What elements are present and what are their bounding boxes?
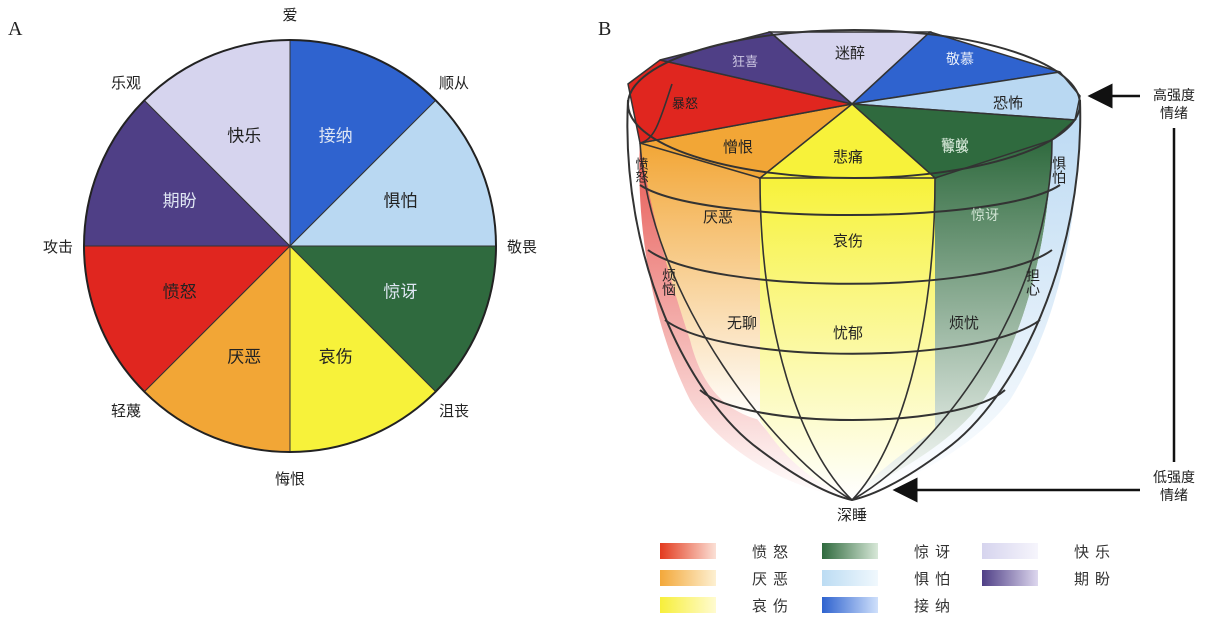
wheel-outer-label: 顺从 (439, 74, 469, 92)
legend-label: 惧怕 (914, 569, 957, 588)
cone-ring2-label-2: 哀伤 (833, 232, 863, 250)
cone-ring3-label-3: 忧郁 (833, 324, 863, 342)
cone-ring3-label-4: 烦忧 (949, 314, 979, 332)
wheel-sector-label: 愤怒 (163, 283, 197, 303)
legend-label: 快乐 (1074, 542, 1117, 561)
cone-ring3-label-2: 无聊 (727, 314, 757, 332)
legend-item: 惧怕 (822, 567, 956, 589)
wheel-sector-label: 厌恶 (227, 347, 261, 367)
legend-item: 期盼 (982, 567, 1116, 589)
cone-top-label-3: 恐怖 (993, 94, 1023, 112)
legend-label: 愤怒 (752, 542, 795, 561)
legend-item: 惊讶 (822, 540, 956, 562)
wheel-sector-label: 快乐 (227, 127, 261, 147)
low-intensity-label-2: 情绪 (1160, 488, 1188, 504)
emotion-cone: 迷醉 敬慕 恐怖 警觉 暴怒 狂喜 憎恨 悲痛 惊骇 惧怕 愤怒 厌恶 哀伤 惊… (626, 29, 1082, 524)
wheel-sector-label: 接纳 (319, 127, 353, 147)
legend-item: 哀伤 (660, 594, 794, 616)
wheel-sector-label: 惊讶 (383, 283, 417, 303)
cone-ring1-label-2: 悲痛 (833, 148, 863, 166)
cone-ring1-label-3: 惊骇 (942, 140, 968, 156)
high-intensity-label-1: 高强度 (1153, 87, 1195, 104)
legend-label: 惊讶 (914, 542, 957, 561)
legend-label: 厌恶 (752, 569, 795, 588)
wheel-outline (83, 39, 497, 453)
cone-ring3-label-5: 担心 (1024, 268, 1040, 296)
cone-top-label-6: 狂喜 (732, 55, 758, 70)
low-intensity-label-1: 低强度 (1153, 470, 1195, 486)
legend-label: 期盼 (1074, 569, 1117, 588)
wheel-outer-label: 敬畏 (507, 238, 537, 256)
cone-ring2-label-1: 厌恶 (703, 208, 733, 226)
wheel-sector-label: 期盼 (163, 191, 197, 211)
panel-b-letter: B (598, 18, 612, 40)
cone-ring1-label-1: 憎恨 (723, 138, 753, 156)
cone-top-label-4: 警觉 (941, 138, 969, 154)
wheel-outer-label: 沮丧 (439, 402, 469, 420)
cone-ring3-label-1: 烦恼 (660, 268, 676, 296)
high-intensity-label-2: 情绪 (1160, 106, 1188, 122)
intensity-axis: 高强度 情绪 低强度 情绪 (892, 83, 1195, 504)
wheel-sector-label: 惧怕 (383, 191, 417, 211)
wheel-outer-label: 乐观 (111, 74, 141, 92)
cone-bottom-label: 深睡 (837, 506, 867, 524)
cone-ring1-label-4: 惧怕 (1050, 156, 1066, 184)
legend-label: 哀伤 (752, 596, 795, 615)
cone-top-label-2: 敬慕 (946, 52, 974, 68)
cone-top-label-1: 迷醉 (835, 44, 865, 62)
legend-label: 接纳 (914, 596, 957, 615)
wheel-outer-label: 悔恨 (275, 470, 305, 488)
wheel-outer-label: 攻击 (43, 238, 73, 256)
legend-item: 愤怒 (660, 540, 794, 562)
panel-a-letter: A (8, 18, 23, 40)
cone-ring2-label-3: 惊讶 (971, 208, 999, 224)
legend-item: 接纳 (822, 594, 956, 616)
wheel-outer-label: 爱 (282, 6, 297, 24)
legend-item: 厌恶 (660, 567, 794, 589)
legend-item: 快乐 (982, 540, 1116, 562)
wheel-sector-label: 哀伤 (319, 347, 353, 367)
cone-top-label-5: 暴怒 (672, 97, 698, 112)
color-legend: 愤怒 厌恶 哀伤 惊讶 惧怕 接纳 快乐 期盼 (660, 540, 1200, 620)
wheel-outer-label: 轻蔑 (111, 402, 141, 420)
cone-ring1-label-5: 愤怒 (633, 157, 649, 183)
